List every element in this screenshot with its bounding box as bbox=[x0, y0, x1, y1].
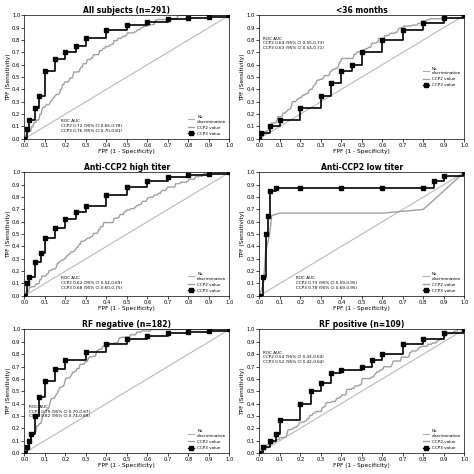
Title: Anti-CCP2 low titer: Anti-CCP2 low titer bbox=[321, 163, 403, 172]
Title: <36 months: <36 months bbox=[336, 6, 388, 15]
Text: ROC AUC
CCP2 0.73 (95% CI 0.59-0.95)
CCP3 0.78 (95% CI 0.69-0.95): ROC AUC CCP2 0.73 (95% CI 0.59-0.95) CCP… bbox=[296, 276, 357, 290]
Y-axis label: TPF (Sensitivity): TPF (Sensitivity) bbox=[240, 210, 246, 258]
Title: RF positive (n=109): RF positive (n=109) bbox=[319, 319, 404, 328]
Text: ROC AUC
CCP2 0.54 (95% CI 0.43-0.64)
CCP3 0.52 (95% CI 0.42-0.64): ROC AUC CCP2 0.54 (95% CI 0.43-0.64) CCP… bbox=[264, 351, 324, 364]
Text: ROC AUC
CCP2 0.62 (95% CI 0.54-0.69)
CCP3 0.68 (95% CI 0.60-0.75): ROC AUC CCP2 0.62 (95% CI 0.54-0.69) CCP… bbox=[61, 276, 122, 290]
Y-axis label: TPF (Sensitivity): TPF (Sensitivity) bbox=[6, 210, 10, 258]
X-axis label: FPF (1 - Specificity): FPF (1 - Specificity) bbox=[333, 464, 390, 468]
Text: ROC AUC
CCP2 0.79 (95% CI 0.70-0.87)
CCP3 0.82 (95% CI 0.74-0.89): ROC AUC CCP2 0.79 (95% CI 0.70-0.87) CCP… bbox=[28, 405, 90, 419]
Y-axis label: TPF (Sensitivity): TPF (Sensitivity) bbox=[6, 367, 10, 415]
Legend: No
discrimination, CCP2 value, CCP3 value: No discrimination, CCP2 value, CCP3 valu… bbox=[422, 428, 462, 451]
Y-axis label: TPF (Sensitivity): TPF (Sensitivity) bbox=[240, 53, 246, 101]
Title: Anti-CCP2 high titer: Anti-CCP2 high titer bbox=[84, 163, 170, 172]
Legend: No
discrimination, CCP2 value, CCP3 value: No discrimination, CCP2 value, CCP3 valu… bbox=[187, 271, 227, 294]
Legend: No
discrimination, CCP2 value, CCP3 value: No discrimination, CCP2 value, CCP3 valu… bbox=[187, 428, 227, 451]
Legend: No
discrimination, CCP2 value, CCP3 value: No discrimination, CCP2 value, CCP3 valu… bbox=[187, 114, 227, 137]
Title: RF negative (n=182): RF negative (n=182) bbox=[82, 319, 172, 328]
Text: ROC AUC
CCP2 0.64 (95% CI 0.55-0.73)
CCP3 0.63 (95% CI 0.54-0.71): ROC AUC CCP2 0.64 (95% CI 0.55-0.73) CCP… bbox=[264, 36, 325, 50]
Text: ROC AUC
CCP2 0.72 (95% CI 0.66-0.78)
CCP3 0.76 (95% CI 0.70-0.81): ROC AUC CCP2 0.72 (95% CI 0.66-0.78) CCP… bbox=[61, 119, 122, 133]
Y-axis label: TPF (Sensitivity): TPF (Sensitivity) bbox=[6, 53, 10, 101]
Y-axis label: TPF (Sensitivity): TPF (Sensitivity) bbox=[240, 367, 246, 415]
X-axis label: FPF (1 - Specificity): FPF (1 - Specificity) bbox=[99, 464, 155, 468]
Title: All subjects (n=291): All subjects (n=291) bbox=[83, 6, 171, 15]
X-axis label: FPF (1 - Specificity): FPF (1 - Specificity) bbox=[99, 149, 155, 155]
X-axis label: FPF (1 - Specificity): FPF (1 - Specificity) bbox=[333, 149, 390, 155]
X-axis label: FPF (1 - Specificity): FPF (1 - Specificity) bbox=[99, 306, 155, 311]
Legend: No
discrimination, CCP2 value, CCP3 value: No discrimination, CCP2 value, CCP3 valu… bbox=[422, 271, 462, 294]
Legend: No
discrimination, CCP2 value, CCP3 value: No discrimination, CCP2 value, CCP3 valu… bbox=[422, 66, 462, 88]
X-axis label: FPF (1 - Specificity): FPF (1 - Specificity) bbox=[333, 306, 390, 311]
